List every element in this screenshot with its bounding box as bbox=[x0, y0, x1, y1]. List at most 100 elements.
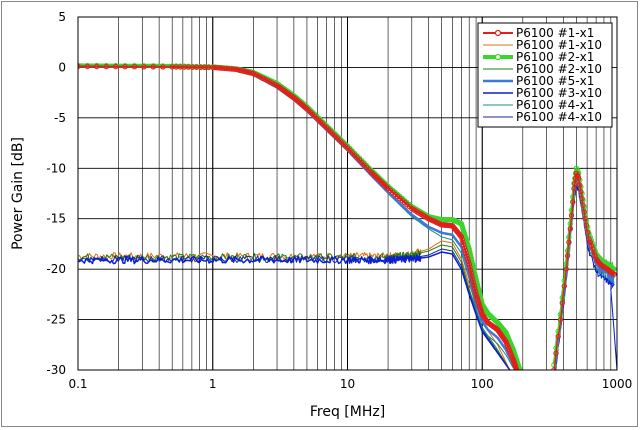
series-marker bbox=[466, 261, 472, 267]
series-marker bbox=[585, 229, 591, 235]
series-marker bbox=[461, 242, 467, 248]
legend-entry: P6100 #2-x1 bbox=[516, 50, 594, 64]
series-marker bbox=[582, 216, 588, 222]
y-tick-label: -30 bbox=[46, 363, 66, 377]
series-marker bbox=[470, 264, 476, 270]
series-line bbox=[78, 251, 511, 370]
x-tick-label: 1000 bbox=[602, 377, 633, 391]
series-marker bbox=[611, 271, 617, 277]
legend-entry: P6100 #1-x10 bbox=[516, 38, 602, 52]
series-marker bbox=[471, 267, 477, 273]
series-marker bbox=[458, 221, 465, 227]
series-marker bbox=[570, 199, 576, 205]
x-axis-label: Freq [MHz] bbox=[310, 404, 385, 420]
plot-series bbox=[78, 62, 617, 370]
series-marker bbox=[131, 64, 138, 70]
series-marker bbox=[566, 239, 572, 245]
series-marker bbox=[468, 255, 474, 261]
series-marker bbox=[465, 258, 472, 265]
series-marker bbox=[564, 253, 571, 259]
series-marker bbox=[122, 64, 128, 70]
y-tick-label: 0 bbox=[58, 60, 66, 74]
series-marker bbox=[302, 105, 309, 111]
series-marker bbox=[473, 276, 479, 282]
series-marker bbox=[375, 176, 381, 182]
series-marker bbox=[555, 333, 561, 340]
series-marker bbox=[471, 282, 477, 288]
legend-entry: P6100 #3-x10 bbox=[516, 86, 602, 100]
series-marker bbox=[103, 63, 110, 70]
series-marker bbox=[578, 189, 584, 195]
series-marker bbox=[461, 228, 467, 235]
series-marker bbox=[472, 288, 479, 294]
series-marker bbox=[464, 256, 471, 262]
series-marker bbox=[460, 239, 466, 246]
series-marker bbox=[468, 270, 474, 276]
series-marker bbox=[469, 258, 475, 264]
series-marker bbox=[563, 266, 569, 272]
series-marker bbox=[477, 294, 484, 300]
series-marker bbox=[467, 267, 474, 273]
series-marker bbox=[557, 316, 564, 323]
plot-border bbox=[77, 16, 618, 371]
series-marker bbox=[568, 212, 575, 219]
tick-labels: 0.1 1 10 100 1000 5 0 -5 -10 -15 -20 -25 -30 bbox=[46, 10, 632, 391]
series-marker bbox=[470, 279, 476, 285]
y-tick-label: -25 bbox=[46, 313, 66, 327]
series-marker bbox=[577, 182, 583, 188]
y-axis-label: Power Gain [dB] bbox=[10, 137, 26, 250]
series-marker bbox=[84, 63, 91, 70]
series-marker bbox=[586, 236, 592, 242]
series-marker bbox=[472, 273, 479, 279]
series-marker bbox=[588, 242, 595, 249]
x-tick-label: 0.1 bbox=[68, 377, 87, 391]
series-marker bbox=[459, 223, 465, 230]
y-tick-label: -15 bbox=[46, 212, 66, 226]
series-marker bbox=[561, 283, 567, 289]
legend-entry: P6100 #1-x1 bbox=[516, 26, 594, 40]
x-tick-label: 1 bbox=[209, 377, 217, 391]
series-marker bbox=[576, 175, 582, 182]
series-marker bbox=[567, 226, 573, 232]
legend-entry: P6100 #2-x10 bbox=[516, 62, 602, 76]
series-marker bbox=[467, 264, 473, 270]
series-marker bbox=[460, 226, 466, 232]
series-marker bbox=[592, 253, 598, 259]
series-marker bbox=[474, 279, 480, 285]
series-marker bbox=[591, 249, 597, 256]
series-marker bbox=[583, 222, 590, 229]
series-marker bbox=[150, 64, 157, 70]
legend-entry: P6100 #4-x10 bbox=[516, 110, 602, 124]
series-marker bbox=[587, 239, 593, 245]
series-marker bbox=[559, 300, 565, 306]
series-marker bbox=[571, 185, 577, 192]
series-marker bbox=[141, 64, 147, 70]
series-marker bbox=[462, 247, 468, 254]
y-tick-label: -10 bbox=[46, 161, 66, 175]
series-marker bbox=[590, 246, 596, 252]
legend-entry: P6100 #4-x1 bbox=[516, 98, 594, 112]
series-marker bbox=[469, 276, 476, 282]
series-marker bbox=[476, 289, 482, 295]
legend-marker bbox=[494, 53, 502, 61]
series-marker bbox=[113, 63, 119, 70]
legend-box bbox=[477, 22, 613, 128]
series-marker bbox=[502, 329, 508, 335]
series-marker bbox=[464, 253, 470, 259]
series-marker bbox=[472, 270, 478, 276]
series-marker bbox=[461, 245, 468, 251]
y-tick-label: -20 bbox=[46, 262, 66, 276]
legend-marker bbox=[494, 29, 502, 37]
series-marker bbox=[469, 273, 475, 279]
series-marker bbox=[581, 209, 587, 215]
series-marker bbox=[94, 63, 100, 70]
series-marker bbox=[472, 285, 478, 291]
series-marker bbox=[580, 202, 586, 209]
series-marker bbox=[469, 261, 476, 267]
series-marker bbox=[553, 350, 559, 356]
series-marker bbox=[160, 64, 166, 70]
x-tick-label: 10 bbox=[340, 377, 355, 391]
